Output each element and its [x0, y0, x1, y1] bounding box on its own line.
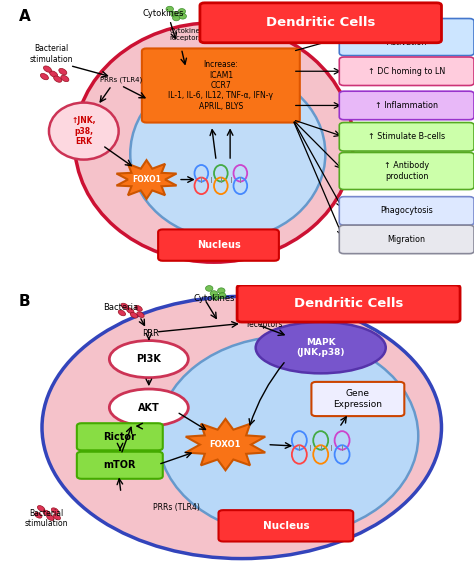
FancyBboxPatch shape	[77, 423, 163, 450]
Ellipse shape	[74, 23, 353, 262]
Ellipse shape	[171, 11, 178, 17]
Text: PRRs (TLR4): PRRs (TLR4)	[100, 76, 142, 83]
Ellipse shape	[127, 308, 134, 314]
Text: Cytokines
receptors: Cytokines receptors	[170, 28, 204, 40]
Ellipse shape	[47, 515, 54, 520]
Ellipse shape	[137, 312, 144, 317]
Ellipse shape	[109, 340, 188, 377]
Text: mTOR: mTOR	[103, 460, 136, 470]
Polygon shape	[117, 160, 176, 199]
Ellipse shape	[179, 13, 186, 19]
Text: Bacterial
stimulation: Bacterial stimulation	[29, 44, 73, 64]
Text: Nucleus: Nucleus	[197, 240, 240, 250]
FancyBboxPatch shape	[311, 382, 404, 416]
Polygon shape	[186, 419, 265, 470]
Text: Cytokines: Cytokines	[193, 294, 235, 303]
Ellipse shape	[212, 294, 219, 300]
Ellipse shape	[219, 292, 226, 299]
Text: ↑ Lymphocyte
Activation: ↑ Lymphocyte Activation	[378, 27, 436, 47]
FancyBboxPatch shape	[77, 451, 163, 479]
Ellipse shape	[210, 291, 218, 296]
Ellipse shape	[42, 296, 441, 559]
Text: B: B	[19, 294, 30, 308]
Ellipse shape	[43, 510, 50, 516]
Text: PI3K: PI3K	[137, 354, 161, 364]
Text: Increase:
ICAM1
CCR7
IL-1, IL-6, IL12, TNF-α, IFN-γ
APRIL, BLYS: Increase: ICAM1 CCR7 IL-1, IL-6, IL12, T…	[168, 60, 273, 111]
Text: ↑ Inflammation: ↑ Inflammation	[375, 101, 438, 110]
FancyBboxPatch shape	[237, 285, 460, 322]
Text: A: A	[19, 9, 30, 23]
Text: AKT: AKT	[138, 402, 160, 413]
Ellipse shape	[218, 288, 225, 294]
Ellipse shape	[158, 336, 418, 536]
Text: Nucleus: Nucleus	[263, 521, 309, 531]
Text: ↑ Antibody
production: ↑ Antibody production	[384, 161, 429, 181]
Ellipse shape	[44, 66, 52, 72]
Text: Dendritic Cells: Dendritic Cells	[294, 297, 403, 310]
FancyBboxPatch shape	[339, 91, 474, 120]
FancyBboxPatch shape	[339, 225, 474, 254]
Text: Dendritic Cells: Dendritic Cells	[266, 17, 375, 29]
Ellipse shape	[206, 286, 213, 291]
Ellipse shape	[59, 68, 67, 75]
Text: Bacterial
stimulation: Bacterial stimulation	[25, 509, 68, 528]
Text: ↑ Stimulate B-cells: ↑ Stimulate B-cells	[368, 132, 445, 141]
Ellipse shape	[178, 9, 185, 14]
Text: Bacteria: Bacteria	[103, 303, 138, 312]
FancyBboxPatch shape	[219, 510, 353, 542]
Text: Rictor: Rictor	[103, 431, 136, 442]
Ellipse shape	[53, 514, 61, 520]
FancyBboxPatch shape	[339, 153, 474, 189]
Text: Gene
Expression: Gene Expression	[333, 389, 383, 409]
Text: Cytokines
receptors: Cytokines receptors	[246, 310, 284, 329]
FancyBboxPatch shape	[339, 197, 474, 225]
Ellipse shape	[40, 74, 48, 80]
Ellipse shape	[135, 306, 142, 311]
FancyBboxPatch shape	[142, 48, 300, 123]
Ellipse shape	[118, 310, 126, 316]
Ellipse shape	[51, 508, 59, 514]
Text: ↑ DC homing to LN: ↑ DC homing to LN	[368, 67, 445, 76]
Ellipse shape	[54, 76, 62, 82]
Text: PRR: PRR	[142, 329, 159, 338]
Text: Cytokines: Cytokines	[142, 9, 183, 18]
FancyBboxPatch shape	[200, 3, 441, 43]
Text: FOXO1: FOXO1	[210, 440, 241, 449]
Text: FOXO1: FOXO1	[132, 175, 161, 184]
Ellipse shape	[121, 303, 128, 309]
Ellipse shape	[61, 75, 69, 82]
Text: Phagocytosis: Phagocytosis	[380, 206, 433, 215]
FancyBboxPatch shape	[339, 19, 474, 56]
Ellipse shape	[130, 312, 137, 318]
Ellipse shape	[130, 68, 325, 239]
Ellipse shape	[50, 71, 58, 78]
Ellipse shape	[109, 389, 188, 426]
FancyBboxPatch shape	[339, 123, 474, 151]
Ellipse shape	[255, 322, 386, 373]
FancyBboxPatch shape	[158, 229, 279, 260]
Text: MAPK
(JNK,p38): MAPK (JNK,p38)	[296, 338, 345, 357]
Ellipse shape	[173, 15, 180, 21]
Ellipse shape	[49, 103, 118, 160]
Text: Migration: Migration	[388, 235, 426, 244]
Ellipse shape	[35, 512, 42, 518]
Text: ↑JNK,
p38,
ERK: ↑JNK, p38, ERK	[72, 116, 96, 146]
Ellipse shape	[37, 506, 45, 511]
Ellipse shape	[166, 6, 173, 12]
FancyBboxPatch shape	[339, 57, 474, 86]
Text: PRRs (TLR4): PRRs (TLR4)	[154, 503, 201, 512]
